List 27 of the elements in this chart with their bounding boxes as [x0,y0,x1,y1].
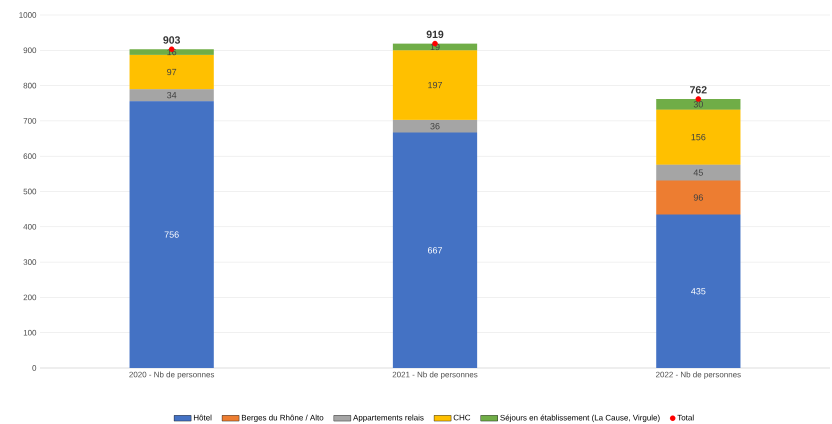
data-label: 97 [167,68,176,76]
data-label: 756 [164,231,179,238]
bar [130,101,214,368]
data-label: 36 [430,123,440,130]
bar [656,180,740,214]
bar [392,132,478,368]
data-label: 919 [426,30,444,38]
data-label: 156 [692,134,706,140]
data-label: 34 [167,92,176,98]
data-label: 667 [428,247,442,254]
data-label: 435 [691,288,706,294]
data-label: 197 [428,82,442,88]
bar [656,99,740,110]
data-label: 762 [690,86,707,94]
data-label: 30 [694,101,703,108]
bar [656,214,740,368]
data-label: 903 [163,36,180,44]
bar [130,49,214,55]
bar [130,89,214,102]
bar [392,120,478,133]
data-label: 96 [694,194,703,201]
data-label: 45 [694,169,703,176]
bar [130,54,214,90]
bar [656,110,740,165]
bar [392,44,478,50]
bar [392,50,478,120]
bar [656,164,740,181]
